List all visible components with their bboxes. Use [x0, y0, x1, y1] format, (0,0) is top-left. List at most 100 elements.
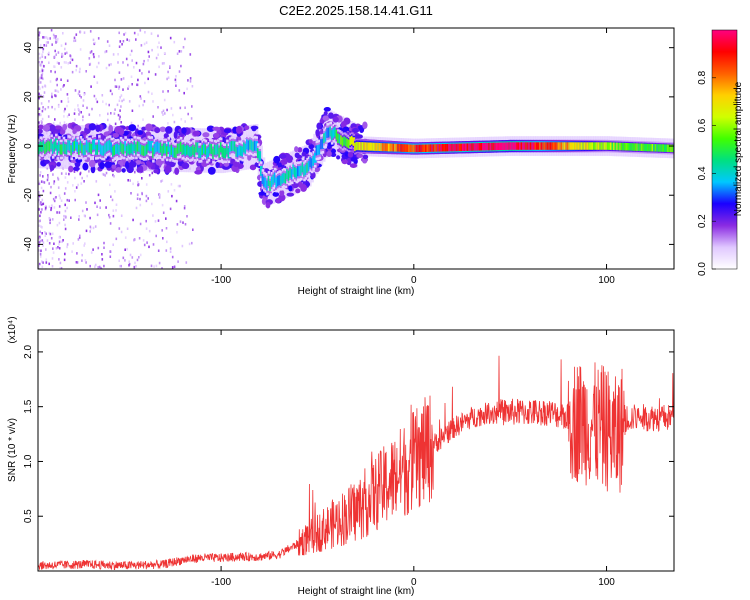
spectrogram-noise-cell	[85, 201, 87, 204]
spectrogram-ridge-cell	[458, 143, 462, 152]
spectrogram-ridge-cell	[84, 144, 87, 155]
spectrogram-ridge-cell	[306, 162, 309, 173]
spectrogram-blob	[48, 162, 56, 167]
spectrogram-ridge-cell	[455, 143, 459, 152]
spectrogram-noise-cell	[115, 237, 118, 241]
spectrogram-noise-cell	[170, 183, 173, 186]
spectrogram-noise-cell	[135, 61, 138, 65]
spectrogram-noise-cell	[54, 49, 56, 53]
spectrogram-noise-cell	[42, 36, 44, 39]
spectrogram-noise-cell	[90, 227, 92, 230]
spectrogram-noise-cell	[157, 219, 160, 222]
spectrogram-noise-cell	[93, 55, 95, 59]
spectrogram-blob	[108, 124, 114, 133]
spectrogram-noise-cell	[112, 209, 115, 212]
spectrogram-noise-cell	[148, 229, 151, 233]
spectrogram-noise-cell	[109, 250, 112, 253]
spectrogram-noise-cell	[173, 120, 176, 124]
spectrogram-ridge-cell	[338, 134, 342, 144]
spectrogram-noise-cell	[46, 239, 49, 242]
spectrogram-ridge-cell	[196, 142, 200, 153]
spectrogram-noise-cell	[52, 33, 55, 37]
spectrogram-noise-cell	[144, 31, 146, 34]
spectrogram-ridge-cell	[48, 141, 52, 152]
spectrogram-noise-cell	[40, 63, 42, 67]
spectrogram-ridge-cell	[179, 141, 183, 152]
spectrogram-blob	[222, 165, 230, 170]
spectrogram-ridge-cell	[53, 141, 56, 152]
spectrogram-ridge-cell	[660, 144, 664, 152]
spectrogram-blob	[251, 127, 257, 132]
spectrogram-noise-cell	[43, 36, 46, 39]
spectrogram-ridge-cell	[169, 146, 172, 157]
spectrogram-noise-cell	[102, 173, 105, 176]
spectrogram-noise-cell	[83, 180, 85, 183]
spectrogram-noise-cell	[63, 121, 66, 124]
spectrogram-noise-cell	[38, 180, 40, 183]
spectrogram-noise-cell	[44, 231, 46, 234]
spectrogram-blob	[341, 159, 348, 165]
spectrogram-noise-cell	[79, 94, 81, 97]
spectrogram-ridge-cell	[381, 143, 385, 152]
spectrogram-noise-cell	[111, 198, 114, 202]
spectrogram-ridge-cell	[318, 144, 322, 155]
spectrogram-x-tick-label: 0	[411, 275, 417, 286]
spectrogram-noise-cell	[39, 202, 42, 206]
spectrogram-noise-cell	[55, 247, 58, 250]
spectrogram-noise-cell	[60, 88, 62, 91]
spectrogram-blob	[124, 161, 130, 170]
spectrogram-ridge-cell	[327, 127, 331, 138]
spectrogram-noise-cell	[41, 109, 44, 113]
spectrogram-blob	[273, 155, 281, 164]
spectrogram-ridge-cell	[263, 176, 266, 187]
spectrogram-noise-cell	[58, 242, 60, 246]
spectrogram-noise-cell	[103, 246, 105, 249]
spectrogram-noise-cell	[44, 107, 47, 111]
spectrogram-noise-cell	[121, 99, 123, 103]
spectrogram-noise-cell	[82, 118, 84, 122]
spectrogram-ridge-cell	[175, 147, 178, 158]
spectrogram-noise-cell	[103, 264, 105, 268]
spectrogram-ridge-cell	[212, 148, 215, 159]
spectrogram-ridge-cell	[603, 142, 607, 150]
spectrogram-noise-cell	[136, 83, 139, 87]
spectrogram-ridge-cell	[78, 144, 81, 155]
spectrogram-noise-cell	[51, 257, 54, 260]
spectrogram-noise-cell	[145, 219, 147, 223]
spectrogram-noise-cell	[129, 53, 132, 56]
spectrogram-noise-cell	[118, 259, 120, 262]
spectrogram-ridge-cell	[452, 143, 456, 152]
spectrogram-ridge-cell	[654, 144, 658, 152]
spectrogram-ridge-cell	[610, 142, 613, 150]
spectrogram-blob	[202, 132, 210, 138]
spectrogram-noise-cell	[139, 197, 141, 201]
spectrogram-ridge-cell	[492, 142, 496, 151]
spectrogram-ridge-cell	[238, 145, 241, 156]
spectrogram-ridge-cell	[631, 143, 635, 151]
spectrogram-noise-cell	[88, 57, 91, 60]
spectrogram-blob	[181, 127, 187, 135]
spectrogram-blob	[278, 193, 286, 202]
spectrogram-ridge-cell	[96, 144, 100, 155]
spectrogram-noise-cell	[179, 184, 181, 188]
spectrogram-noise-cell	[55, 38, 57, 42]
spectrogram-ridge-cell	[38, 144, 41, 155]
spectrogram-noise-cell	[81, 253, 83, 257]
spectrogram-noise-cell	[148, 55, 150, 58]
spectrogram-ridge-cell	[219, 142, 223, 153]
spectrogram-noise-cell	[81, 209, 84, 213]
spectrogram-noise-cell	[56, 61, 59, 64]
spectrogram-noise-cell	[85, 261, 87, 264]
spectrogram-noise-cell	[48, 51, 50, 55]
spectrogram-noise-cell	[68, 113, 70, 116]
spectrogram-noise-cell	[178, 70, 181, 73]
spectrogram-ridge-cell	[199, 147, 203, 158]
spectrogram-ridge-cell	[281, 173, 285, 184]
spectrogram-noise-cell	[54, 89, 57, 92]
spectrogram-ridge-cell	[73, 140, 77, 151]
spectrogram-noise-cell	[99, 199, 101, 202]
spectrogram-noise-cell	[41, 55, 44, 58]
spectrogram-blob	[49, 164, 55, 171]
spectrogram-ridge-cell	[659, 144, 662, 152]
spectrogram-blob	[288, 185, 293, 192]
